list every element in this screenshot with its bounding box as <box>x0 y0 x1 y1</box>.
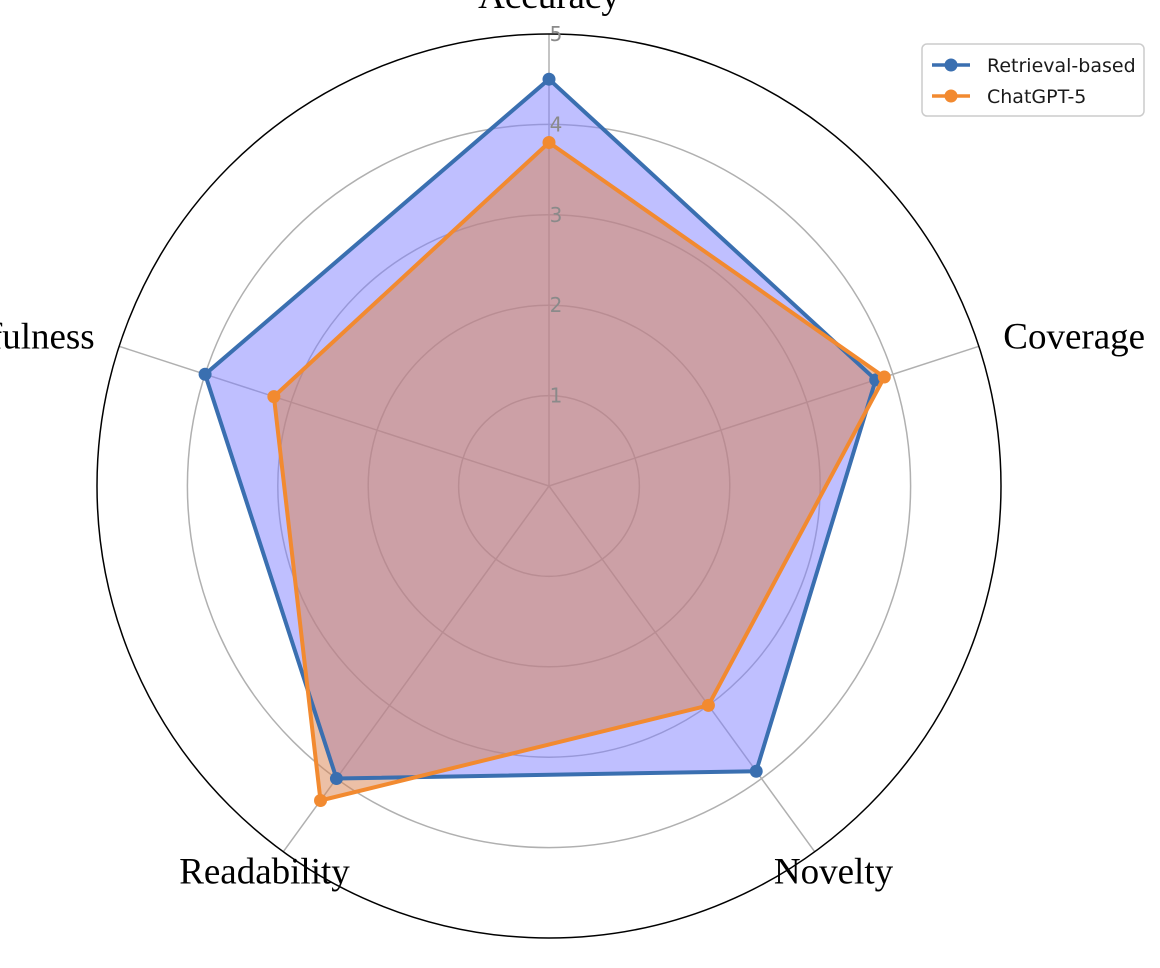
point-chatgpt-5-readability <box>314 793 328 807</box>
r-tick-label-3: 3 <box>550 203 563 227</box>
point-retrieval-based-accuracy <box>542 72 556 86</box>
label-layer: Accuracy Coverage Novelty Readability Useful… <box>0 0 1145 893</box>
legend-label-chatgpt-5: ChatGPT-5 <box>987 86 1086 108</box>
r-tick-label-1: 1 <box>550 384 563 408</box>
series-layer <box>198 72 891 807</box>
tick-layer: 1 2 3 4 5 <box>550 22 563 408</box>
axis-label-readability: Readability <box>179 852 350 893</box>
point-chatgpt-5-accuracy <box>542 135 556 149</box>
point-retrieval-based-novelty <box>749 764 763 778</box>
legend-marker-retrieval-based <box>944 58 958 72</box>
outer-frame <box>96 33 1002 939</box>
legend-marker-chatgpt-5 <box>944 89 958 103</box>
axis-label-usefulness: Usefulness <box>0 316 95 357</box>
axis-label-novelty: Novelty <box>774 852 894 893</box>
axis-label-accuracy: Accuracy <box>478 0 620 17</box>
series-line-retrieval-based <box>203 77 878 781</box>
axis-label-coverage: Coverage <box>1003 316 1145 357</box>
point-retrieval-based-usefulness <box>198 367 212 381</box>
point-chatgpt-5-coverage <box>877 370 891 384</box>
series-fill-chatgpt-5 <box>273 142 885 801</box>
point-retrieval-based-readability <box>329 772 343 786</box>
series-line-chatgpt-5 <box>271 140 887 803</box>
legend-frame <box>921 43 1145 117</box>
r-tick-label-5: 5 <box>550 22 563 46</box>
legend-label-retrieval-based: Retrieval-based <box>987 55 1136 77</box>
r-tick-label-4: 4 <box>550 112 563 136</box>
point-chatgpt-5-novelty <box>701 698 715 712</box>
r-tick-label-2: 2 <box>550 293 563 317</box>
point-chatgpt-5-usefulness <box>267 390 281 404</box>
legend: Retrieval-based ChatGPT-5 <box>921 43 1145 117</box>
